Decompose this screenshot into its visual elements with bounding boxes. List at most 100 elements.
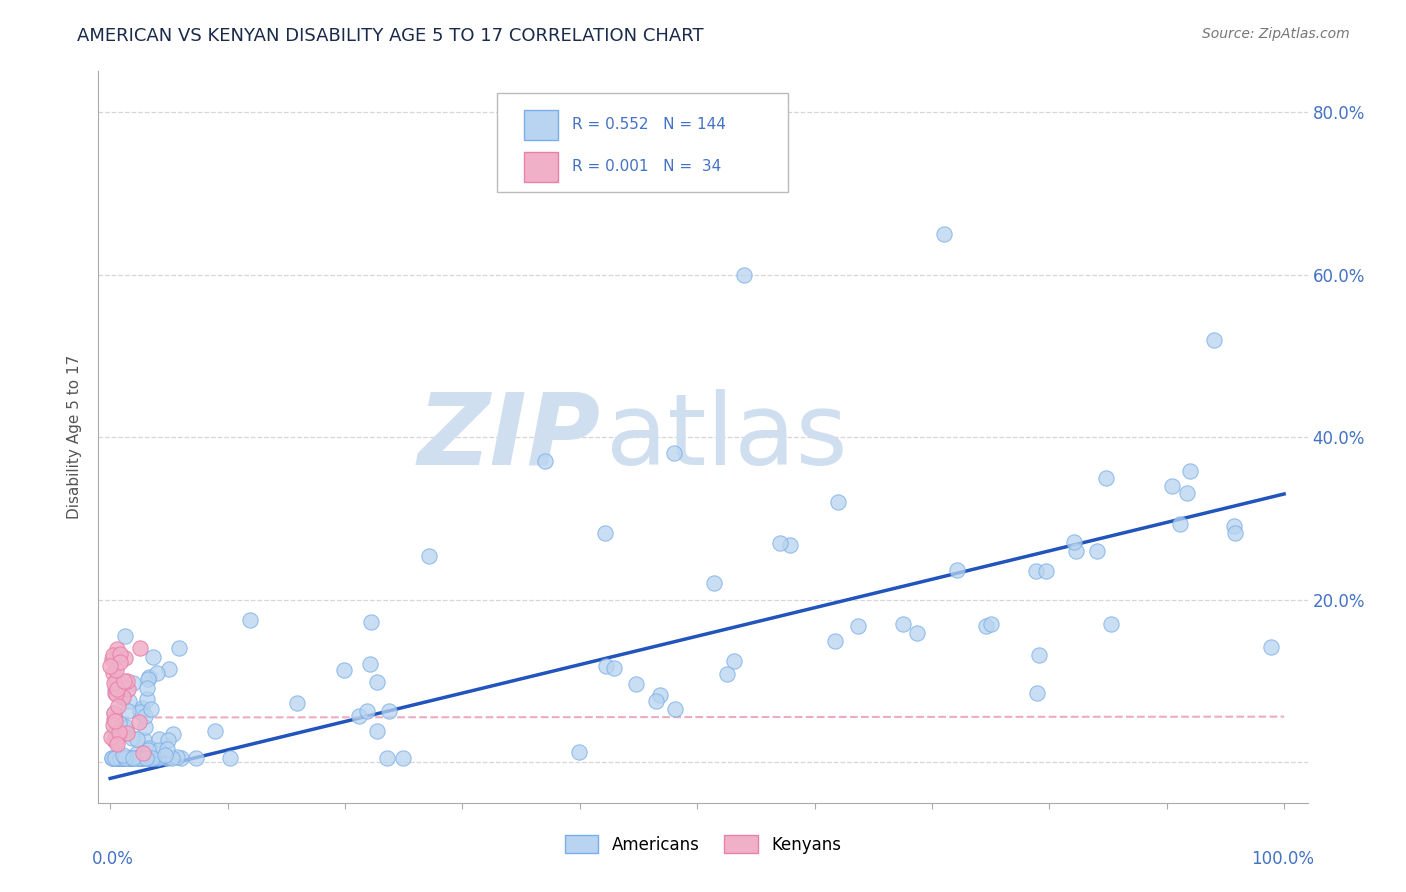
Point — [142, 751, 165, 765]
Text: 0.0%: 0.0% — [93, 850, 134, 868]
Point — [105, 737, 128, 751]
Point — [112, 673, 135, 688]
Point — [132, 746, 155, 760]
Point — [1026, 686, 1049, 700]
Text: ZIP: ZIP — [418, 389, 600, 485]
Point — [723, 654, 745, 668]
Point — [1161, 479, 1184, 493]
Point — [827, 495, 849, 509]
Point — [111, 751, 134, 765]
Point — [107, 751, 129, 765]
Point — [112, 751, 135, 765]
Point — [184, 751, 207, 765]
Point — [112, 748, 135, 763]
Point — [136, 751, 159, 765]
Point — [105, 734, 128, 748]
Point — [1223, 526, 1246, 541]
Point — [114, 629, 136, 643]
Point — [111, 690, 134, 705]
Point — [166, 750, 188, 764]
Point — [101, 665, 124, 680]
Point — [118, 694, 141, 708]
Point — [148, 731, 170, 746]
Point — [153, 747, 176, 762]
Point — [122, 751, 145, 765]
Point — [824, 633, 846, 648]
Point — [135, 692, 157, 706]
Point — [103, 717, 125, 731]
Point — [129, 705, 152, 719]
Point — [664, 702, 686, 716]
Point — [1064, 543, 1087, 558]
Point — [125, 751, 148, 765]
Point — [98, 659, 121, 673]
Point — [128, 751, 150, 765]
FancyBboxPatch shape — [524, 110, 558, 140]
Point — [125, 747, 148, 761]
Point — [418, 549, 440, 564]
Point — [1063, 535, 1085, 549]
Point — [905, 625, 928, 640]
Point — [891, 617, 914, 632]
Point — [136, 672, 159, 686]
Y-axis label: Disability Age 5 to 17: Disability Age 5 to 17 — [67, 355, 83, 519]
Text: atlas: atlas — [606, 389, 848, 485]
Point — [103, 751, 125, 765]
Point — [110, 751, 132, 765]
Text: R = 0.552   N = 144: R = 0.552 N = 144 — [572, 117, 727, 132]
Point — [980, 617, 1002, 632]
Point — [114, 751, 136, 765]
Point — [120, 751, 142, 765]
Point — [117, 681, 139, 696]
Point — [360, 615, 382, 630]
Point — [138, 751, 160, 765]
Point — [103, 706, 125, 720]
Point — [716, 666, 738, 681]
FancyBboxPatch shape — [524, 153, 558, 182]
Point — [703, 576, 725, 591]
Point — [138, 741, 160, 756]
Legend: Americans, Kenyans: Americans, Kenyans — [558, 829, 848, 860]
Point — [101, 648, 124, 663]
Point — [103, 706, 125, 720]
Point — [156, 732, 179, 747]
Point — [114, 720, 136, 734]
Point — [162, 727, 184, 741]
Point — [120, 751, 142, 765]
Point — [111, 751, 134, 765]
Point — [108, 647, 131, 661]
Point — [121, 676, 143, 690]
Point — [110, 751, 132, 765]
Point — [134, 709, 156, 723]
FancyBboxPatch shape — [498, 94, 787, 192]
Point — [148, 742, 170, 756]
Point — [104, 751, 127, 765]
Point — [115, 673, 138, 688]
Point — [167, 641, 190, 656]
Point — [105, 751, 128, 765]
Point — [105, 663, 128, 677]
Point — [1095, 471, 1118, 485]
Point — [108, 751, 131, 765]
Point — [121, 751, 143, 765]
Point — [648, 688, 671, 702]
Point — [568, 745, 591, 759]
Point — [1099, 616, 1122, 631]
Point — [104, 686, 127, 700]
Point — [108, 715, 131, 730]
Point — [1028, 648, 1050, 662]
Point — [145, 666, 167, 681]
Point — [204, 723, 226, 738]
Point — [107, 725, 129, 739]
Point — [356, 704, 378, 718]
Point — [107, 698, 129, 713]
Point — [932, 227, 955, 241]
Point — [141, 701, 163, 715]
Text: 100.0%: 100.0% — [1250, 850, 1313, 868]
Point — [104, 688, 127, 702]
Point — [103, 714, 125, 729]
Point — [107, 674, 129, 689]
Point — [131, 701, 153, 715]
Point — [100, 652, 122, 666]
Point — [103, 733, 125, 747]
